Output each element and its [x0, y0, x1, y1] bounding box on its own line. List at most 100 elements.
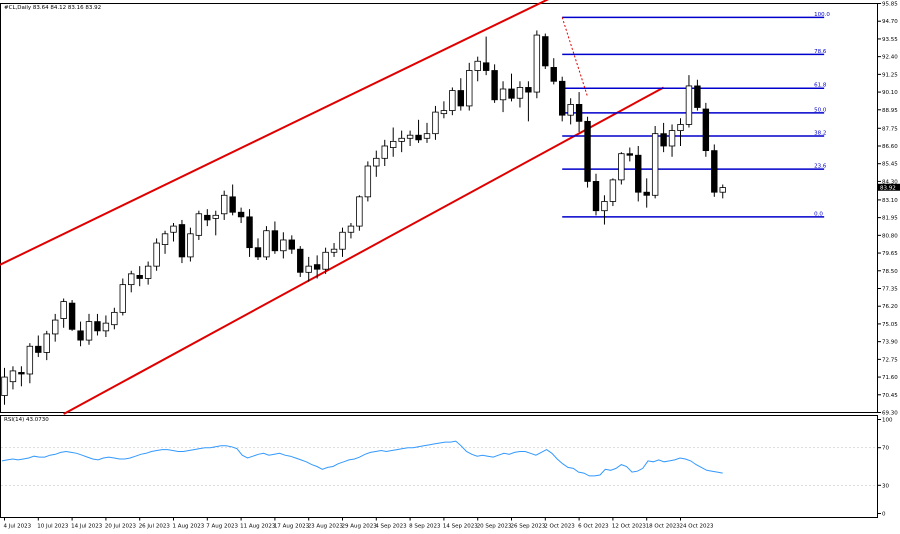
candle-bull: [406, 134, 414, 139]
candle-bear: [35, 345, 42, 353]
candle-bull: [60, 301, 67, 319]
x-tick-label: 4 Sep 2023: [375, 524, 407, 530]
candle-bull: [43, 333, 50, 353]
candle-bull: [128, 273, 135, 286]
x-tick-label: 26 Sep 2023: [511, 524, 546, 530]
y-tick-label: 93.55: [882, 37, 898, 43]
x-tick-label: 20 Sep 2023: [477, 524, 512, 530]
y-tick-label: 87.75: [882, 126, 898, 132]
y-tick-label: 76.20: [882, 304, 898, 310]
candle-bull: [144, 265, 152, 279]
x-tick-label: 8 Sep 2023: [409, 524, 441, 530]
y-tick-label: 94.70: [882, 19, 898, 25]
x-tick-label: 23 Aug 2023: [308, 524, 344, 530]
candle-bear: [525, 87, 532, 93]
candle-bear: [457, 90, 464, 107]
y-tick-label: 73.90: [882, 340, 898, 346]
candle-bear: [313, 264, 321, 270]
y-tick-label: 88.95: [882, 108, 898, 114]
candle-bull: [1, 376, 8, 396]
x-tick-label: 6 Oct 2023: [578, 524, 609, 530]
candle-bear: [660, 133, 667, 147]
candle-bear: [482, 62, 490, 71]
candle-bull: [381, 145, 388, 159]
price-pane-border: [0, 3, 878, 413]
fib-anchor-line: [561, 17, 589, 97]
candle-bull: [220, 194, 228, 215]
x-tick-label: 7 Aug 2023: [206, 524, 238, 530]
y-tick-label: 75.05: [882, 322, 898, 328]
rsi-tick-label: 0: [882, 512, 886, 518]
x-tick-label: 18 Oct 2023: [646, 524, 681, 530]
candle-bear: [178, 224, 186, 258]
candle-bull: [668, 130, 676, 147]
candle-bear: [271, 230, 279, 252]
candle-bull: [111, 311, 118, 326]
y-tick-label: 71.60: [882, 375, 898, 381]
y-tick-label: 91.25: [882, 72, 898, 78]
candle-bear: [68, 302, 76, 330]
candle-bear: [542, 36, 549, 67]
candle-bull: [440, 110, 448, 115]
y-tick-label: 81.95: [882, 216, 898, 222]
candle-bull: [52, 319, 59, 335]
x-tick-label: 12 Oct 2023: [612, 524, 647, 530]
candle-bear: [491, 70, 498, 101]
candle-bull: [305, 265, 312, 273]
fib-level-label: 100.0: [814, 12, 830, 18]
candle-bull: [85, 321, 93, 341]
chart-title: #CL,Daily 83.64 84.12 83.16 83.92: [4, 5, 101, 11]
y-tick-label: 79.65: [882, 251, 898, 257]
rsi-tick-label: 30: [882, 483, 889, 489]
candle-bear: [508, 88, 515, 99]
fib-level-label: 50.0: [814, 107, 827, 113]
candle-bull: [187, 233, 194, 258]
candle-bull: [677, 124, 684, 131]
candle-bull: [330, 248, 338, 253]
candle-bull: [161, 233, 169, 245]
candle-bull: [685, 85, 693, 125]
candle-bull: [347, 225, 355, 233]
current-price-tag: [878, 183, 900, 191]
x-tick-label: 4 Jul 2023: [4, 524, 32, 530]
candle-bear: [246, 216, 253, 249]
candle-bear: [297, 248, 304, 273]
x-tick-label: 14 Sep 2023: [443, 524, 478, 530]
candle-bull: [609, 179, 617, 202]
candle-bull: [398, 137, 405, 142]
y-tick-label: 70.45: [882, 393, 898, 399]
rsi-label: RSI(14) 43.0730: [4, 417, 49, 423]
candle-bear: [559, 80, 566, 116]
candle-bear: [694, 85, 701, 108]
x-tick-label: 14 Jul 2023: [71, 524, 103, 530]
candle-bull: [102, 322, 110, 332]
y-tick-label: 90.10: [882, 90, 898, 96]
x-tick-label: 10 Jul 2023: [37, 524, 69, 530]
candle-bull: [567, 104, 574, 116]
fib-level-label: 78.6: [814, 49, 827, 55]
channel-upper-line: [0, 0, 549, 266]
candle-bull: [339, 231, 346, 250]
y-tick-label: 84.30: [882, 179, 898, 185]
candle-bull: [651, 133, 659, 196]
fib-level-label: 23.6: [814, 164, 827, 170]
candle-bull: [466, 70, 473, 107]
candle-bull: [119, 284, 126, 313]
candle-bull: [618, 153, 625, 181]
candle-bull: [423, 133, 431, 139]
candle-bull: [389, 140, 397, 148]
candle-bull: [195, 213, 203, 236]
candle-bear: [77, 330, 84, 341]
fib-level-label: 61.8: [814, 83, 827, 89]
candle-bull: [499, 88, 507, 101]
candle-bull: [263, 230, 270, 258]
y-tick-label: 83.10: [882, 198, 898, 204]
candle-bear: [626, 153, 633, 156]
rsi-tick-label: 70: [882, 446, 889, 452]
candle-bull: [153, 242, 160, 267]
candle-bear: [550, 67, 557, 82]
y-tick-label: 78.50: [882, 269, 898, 275]
candle-bull: [26, 345, 34, 375]
candle-bull: [719, 187, 726, 193]
